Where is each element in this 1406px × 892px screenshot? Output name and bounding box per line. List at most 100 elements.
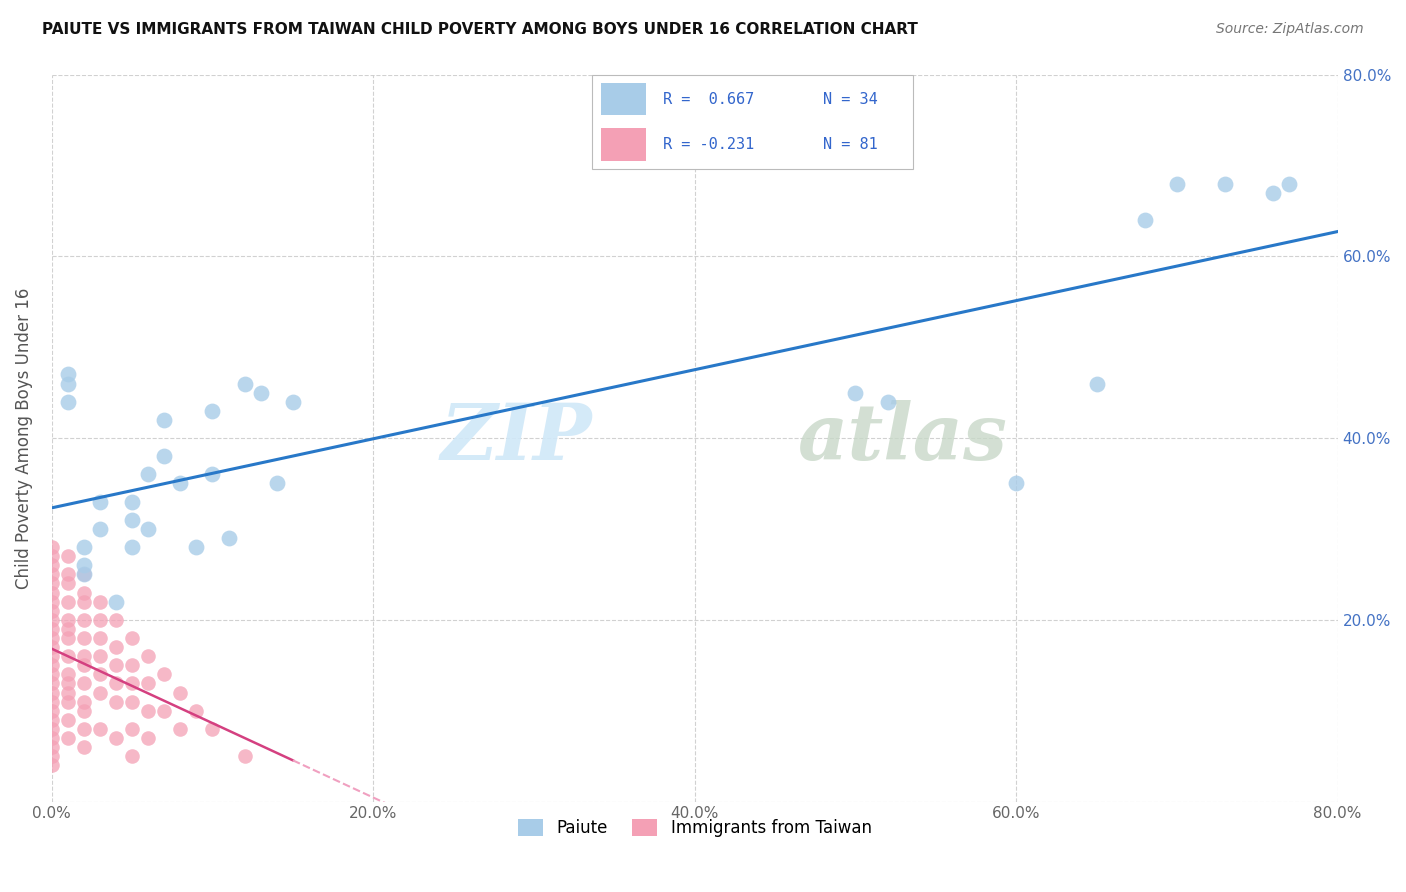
Point [73, 567, 96, 582]
Point [105, 695, 128, 709]
Point [41, 549, 63, 564]
Point [56, 649, 79, 664]
Point [201, 722, 224, 736]
Point [73, 631, 96, 645]
Point [121, 722, 143, 736]
Point [41, 558, 63, 573]
Point [844, 385, 866, 400]
Point [105, 731, 128, 745]
Point [89, 722, 111, 736]
Point [121, 540, 143, 554]
Point [56, 394, 79, 409]
Point [105, 676, 128, 690]
Point [56, 622, 79, 636]
Point [89, 494, 111, 508]
Point [1213, 177, 1236, 191]
Point [201, 404, 224, 418]
Text: PAIUTE VS IMMIGRANTS FROM TAIWAN CHILD POVERTY AMONG BOYS UNDER 16 CORRELATION C: PAIUTE VS IMMIGRANTS FROM TAIWAN CHILD P… [42, 22, 918, 37]
Point [1005, 476, 1028, 491]
Point [153, 413, 176, 427]
Point [169, 685, 191, 699]
Point [41, 695, 63, 709]
Point [56, 731, 79, 745]
Point [136, 649, 159, 664]
Point [105, 613, 128, 627]
Point [1166, 177, 1188, 191]
Point [73, 613, 96, 627]
Text: Source: ZipAtlas.com: Source: ZipAtlas.com [1216, 22, 1364, 37]
Point [218, 531, 240, 545]
Point [169, 722, 191, 736]
Point [1085, 376, 1108, 391]
Point [41, 731, 63, 745]
Point [41, 585, 63, 599]
Point [136, 676, 159, 690]
Point [56, 549, 79, 564]
Point [41, 567, 63, 582]
Point [41, 604, 63, 618]
Point [121, 658, 143, 673]
Point [876, 394, 898, 409]
Point [153, 704, 176, 718]
Point [73, 558, 96, 573]
Point [73, 649, 96, 664]
Point [56, 685, 79, 699]
Point [41, 676, 63, 690]
Point [89, 667, 111, 681]
Point [56, 713, 79, 727]
Point [41, 749, 63, 764]
Point [41, 758, 63, 772]
Point [56, 613, 79, 627]
Point [41, 722, 63, 736]
Point [41, 613, 63, 627]
Point [56, 676, 79, 690]
Point [121, 749, 143, 764]
Point [73, 658, 96, 673]
Point [41, 649, 63, 664]
Point [73, 540, 96, 554]
Point [136, 731, 159, 745]
Point [41, 622, 63, 636]
Point [41, 640, 63, 654]
Point [281, 394, 304, 409]
Point [56, 667, 79, 681]
Point [56, 631, 79, 645]
Point [56, 576, 79, 591]
Point [41, 739, 63, 754]
Point [105, 594, 128, 608]
Legend: Paiute, Immigrants from Taiwan: Paiute, Immigrants from Taiwan [510, 813, 879, 844]
Point [105, 658, 128, 673]
Point [73, 676, 96, 690]
Y-axis label: Child Poverty Among Boys Under 16: Child Poverty Among Boys Under 16 [15, 287, 32, 589]
Point [41, 576, 63, 591]
Point [186, 540, 208, 554]
Point [121, 631, 143, 645]
Point [121, 494, 143, 508]
Point [136, 522, 159, 536]
Point [41, 631, 63, 645]
Point [56, 567, 79, 582]
Point [73, 567, 96, 582]
Point [105, 640, 128, 654]
Point [41, 540, 63, 554]
Point [41, 594, 63, 608]
Point [153, 449, 176, 463]
Point [233, 376, 256, 391]
Point [121, 695, 143, 709]
Point [73, 704, 96, 718]
Point [89, 631, 111, 645]
Point [56, 368, 79, 382]
Point [266, 476, 288, 491]
Point [249, 385, 271, 400]
Point [121, 676, 143, 690]
Point [89, 685, 111, 699]
Point [169, 476, 191, 491]
Point [41, 685, 63, 699]
Point [73, 585, 96, 599]
Point [89, 594, 111, 608]
Text: atlas: atlas [797, 400, 1008, 476]
Point [73, 739, 96, 754]
Point [73, 722, 96, 736]
Point [201, 467, 224, 482]
Point [41, 704, 63, 718]
